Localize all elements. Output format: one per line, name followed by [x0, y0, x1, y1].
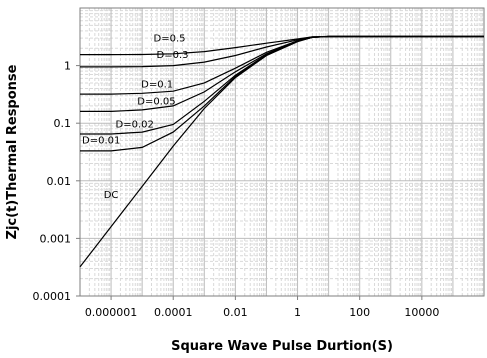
series-label-d-0-02: D=0.02 [116, 119, 154, 130]
series-label-d-0-3: D=0.3 [157, 50, 189, 61]
series-lines [79, 35, 484, 268]
series-label-d-0-5: D=0.5 [154, 34, 186, 45]
major-grid [79, 8, 484, 297]
x-tick-label: 1 [294, 306, 301, 319]
x-tick-label: 0.0001 [154, 306, 193, 319]
x-axis-title: Square Wave Pulse Durtion(S) [171, 339, 393, 354]
x-tick-label: 10000 [404, 306, 439, 319]
series-label-dc: DC [104, 190, 119, 201]
y-tick-label: 0.001 [40, 232, 72, 245]
series-labels: D=0.5 D=0.3 D=0.1 D=0.05 D=0.02 D=0.01 DC [82, 34, 189, 201]
minor-grid [80, 8, 484, 296]
y-tick-label: 0.1 [54, 117, 72, 130]
plot-area [79, 7, 485, 297]
x-axis-ticks: 0.000001 0.0001 0.01 1 100 10000 [85, 296, 439, 319]
x-tick-label: 0.000001 [85, 306, 138, 319]
x-tick-label: 0.01 [223, 306, 248, 319]
series-label-d-0-05: D=0.05 [137, 97, 175, 108]
y-tick-label: 0.0001 [33, 290, 72, 303]
x-tick-label: 100 [349, 306, 370, 319]
y-tick-label: 1 [64, 60, 71, 73]
y-tick-label: 0.01 [47, 175, 72, 188]
series-line-dc [79, 35, 484, 268]
series-label-d-0-1: D=0.1 [141, 79, 173, 90]
series-label-d-0-01: D=0.01 [82, 136, 120, 147]
y-axis-title: Zjc(t)Thermal Response [5, 64, 20, 239]
y-axis-ticks: 0.0001 0.001 0.01 0.1 1 [33, 60, 80, 303]
